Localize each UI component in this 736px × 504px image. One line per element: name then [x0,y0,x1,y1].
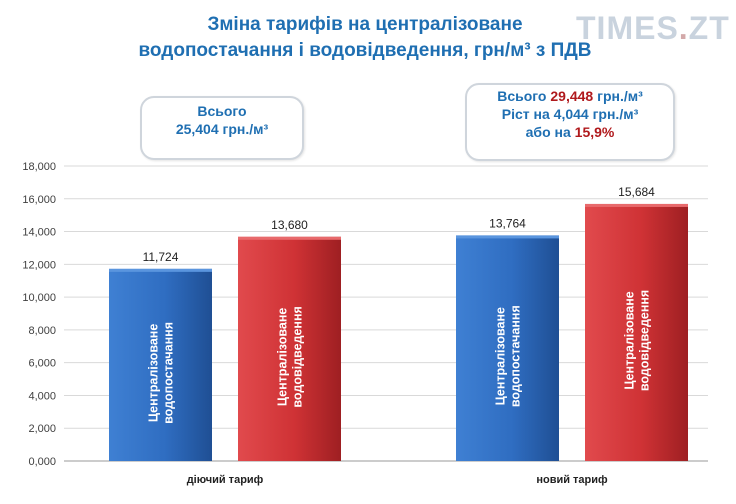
logo-text-dot: . [678,10,689,46]
new-total-unit: грн./м³ [597,88,643,104]
bar-top-edge [585,203,688,207]
bar-inner-label: Централізованеводовідведення [276,306,305,407]
bar-inner-label-line: водовідведення [291,306,305,407]
bar-inner-label-line: Централізоване [494,307,508,405]
growth-line: Ріст на 4,044 грн./м³ [467,105,673,123]
bar-inner-label: Централізованеводовідведення [623,290,652,391]
new-total-line: Всього 29,448 грн./м³ [467,87,673,105]
bar-top-edge [109,268,212,272]
chart-title-line1: Зміна тарифів на централізоване [207,14,523,35]
growth-value: 4,044 грн./м³ [553,106,639,122]
bar-inner-label-line: Централізоване [276,308,290,406]
bar-inner-label: Централізованеводопостачання [494,305,523,407]
y-tick-label: 14,000 [22,227,56,239]
bar-inner-label-line: Централізоване [623,291,637,389]
growth-percent-value: 15,9% [574,124,615,140]
logo-text-main: TIMES [576,10,679,46]
y-tick-label: 12,000 [22,259,56,271]
bar-inner-label-line: водовідведення [638,290,652,391]
x-category-label: новий тариф [536,474,608,486]
growth-label: Ріст на [501,106,554,122]
y-tick-label: 8,000 [28,325,56,337]
bar-top-edge [456,235,559,239]
bar-inner-label-line: водопостачання [162,322,176,424]
new-total-box: Всього 29,448 грн./м³ Ріст на 4,044 грн.… [465,83,675,161]
y-tick-label: 16,000 [22,194,56,206]
growth-percent-label: або на [525,124,575,140]
y-tick-label: 4,000 [28,390,56,402]
bar-value-label: 11,724 [143,250,179,264]
bar-inner-label: Централізованеводопостачання [147,322,176,424]
bar-supply [456,235,559,461]
y-tick-label: 2,000 [28,423,56,435]
new-total-value: 29,448 [550,88,598,104]
bar-top-edge [238,236,341,240]
times-zt-logo: TIMES.ZT [576,10,729,46]
current-total-box: Всього 25,404 грн./м³ [140,96,304,160]
bar-inner-label-line: водопостачання [509,305,523,407]
bar-supply [109,268,212,461]
bar-drainage [585,203,688,461]
x-category-label: діючий тариф [187,474,264,486]
bar-value-label: 15,684 [618,185,655,199]
current-total-label: Всього [197,103,247,119]
y-tick-label: 10,000 [22,292,56,304]
bar-drainage [238,236,341,461]
chart-title-line2: водопостачання і водовідведення, грн/м³ … [138,40,592,61]
bar-value-label: 13,764 [489,216,526,230]
growth-percent-line: або на 15,9% [467,123,673,141]
y-tick-label: 18,000 [22,161,56,173]
current-total-value: 25,404 грн./м³ [175,121,269,137]
bar-inner-label-line: Централізоване [147,324,161,422]
bar-value-label: 13,680 [271,218,308,232]
logo-text-zt: ZT [688,10,730,46]
y-tick-label: 0,000 [28,456,56,468]
chart-title: Зміна тарифів на централізоване водопост… [130,12,600,64]
y-tick-label: 6,000 [28,358,56,370]
new-total-label: Всього [497,88,551,104]
